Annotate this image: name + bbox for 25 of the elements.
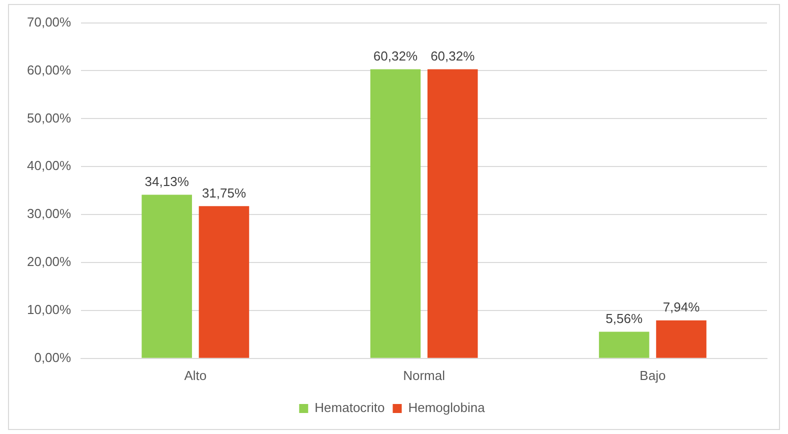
y-tick-label: 50,00% <box>26 110 72 126</box>
y-tick-label: 20,00% <box>26 254 72 270</box>
y-tick-label: 10,00% <box>26 302 72 318</box>
data-label: 60,32% <box>373 48 418 64</box>
legend-label: Hematocrito <box>314 400 385 416</box>
y-tick-label: 70,00% <box>26 14 72 30</box>
data-label: 31,75% <box>202 185 246 200</box>
data-label: 60,32% <box>430 48 476 64</box>
y-tick-label: 0,00% <box>34 350 72 365</box>
y-tick-label: 60,00% <box>26 62 72 78</box>
data-label: 7,94% <box>662 299 700 314</box>
bar <box>142 194 192 358</box>
x-tick-label: Alto <box>184 368 207 383</box>
bar <box>370 69 421 358</box>
y-tick-label: 40,00% <box>26 158 72 174</box>
data-label: 34,13% <box>144 174 190 189</box>
y-tick-label: 30,00% <box>26 206 72 222</box>
x-tick-label: Bajo <box>640 368 666 383</box>
x-tick-label: Normal <box>403 368 446 383</box>
data-label: 5,56% <box>606 310 643 326</box>
bar <box>656 320 706 358</box>
bar <box>598 332 650 358</box>
bar <box>198 206 250 358</box>
legend-label: Hemoglobina <box>408 400 486 416</box>
bar <box>427 69 478 358</box>
